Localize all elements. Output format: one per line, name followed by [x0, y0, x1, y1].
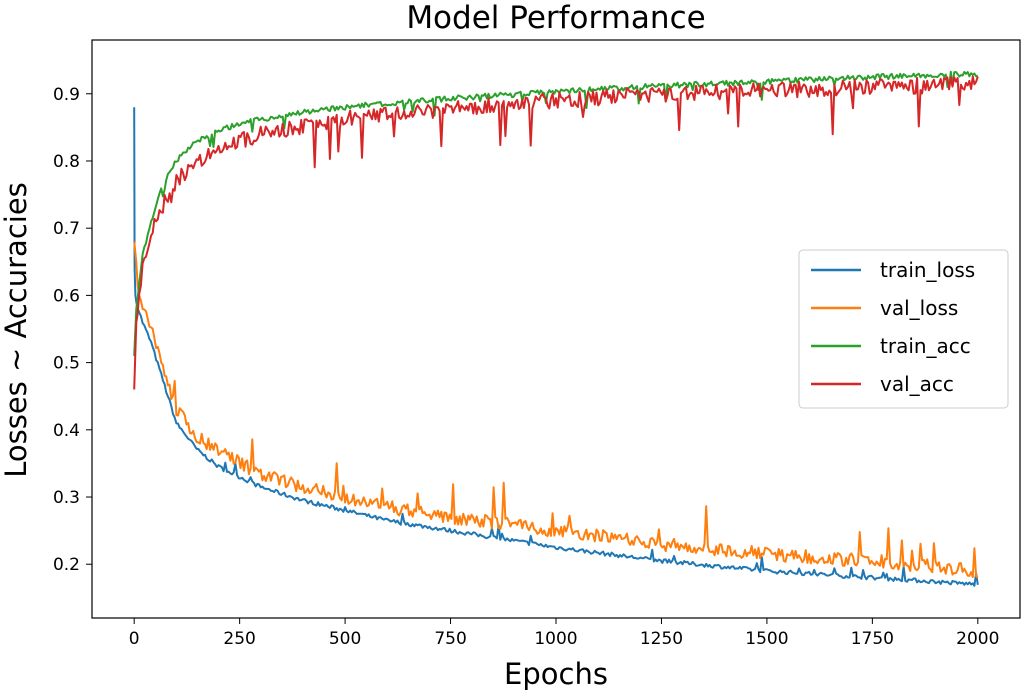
x-tick-label: 250	[223, 629, 255, 649]
y-tick-label: 0.9	[53, 85, 80, 105]
y-tick-label: 0.4	[53, 421, 80, 441]
x-tick-label: 1250	[640, 629, 683, 649]
legend-label: train_acc	[880, 334, 971, 358]
y-axis: 0.2 0.3 0.4 0.5 0.6 0.7 0.8 0.9	[53, 85, 92, 575]
series-line-train-acc	[133, 70, 979, 356]
y-tick-label: 0.7	[53, 219, 80, 239]
series-line-val-loss	[133, 241, 979, 579]
series-line-train-loss	[133, 107, 979, 587]
y-tick-label: 0.8	[53, 152, 80, 172]
x-tick-label: 0	[129, 629, 140, 649]
y-tick-label: 0.3	[53, 488, 80, 508]
legend-label: val_acc	[880, 372, 954, 396]
legend-label: val_loss	[880, 296, 958, 320]
x-tick-label: 1000	[534, 629, 577, 649]
legend-box	[798, 249, 1009, 409]
legend: train_loss val_loss train_acc val_acc	[798, 249, 1009, 409]
x-tick-label: 500	[329, 629, 361, 649]
series-line-val-acc	[133, 75, 979, 390]
y-tick-label: 0.5	[53, 354, 80, 374]
x-axis-title: Epochs	[504, 657, 608, 691]
x-tick-label: 1500	[745, 629, 788, 649]
y-axis-title: Losses ~ Accuracies	[0, 182, 33, 478]
x-tick-label: 2000	[956, 629, 999, 649]
x-tick-label: 1750	[851, 629, 894, 649]
y-tick-label: 0.2	[53, 555, 80, 575]
y-tick-label: 0.6	[53, 286, 80, 306]
legend-label: train_loss	[880, 258, 975, 282]
series-layer	[133, 70, 979, 587]
chart-title: Model Performance	[406, 0, 705, 36]
x-axis: 0 250 500 750 1000 1250 1500 1750 2000	[129, 618, 999, 649]
x-tick-label: 750	[434, 629, 466, 649]
